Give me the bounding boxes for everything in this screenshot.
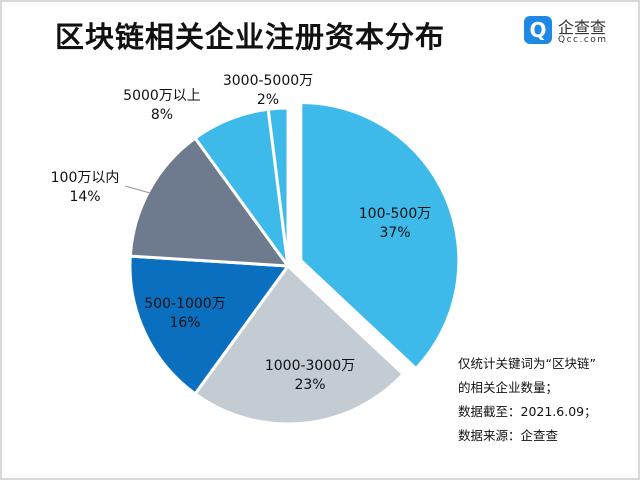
logo-domain: Qcc.com [558,35,608,45]
notes: 仅统计关键词为“区块链” 的相关企业数量； 数据截至：2021.6.09； 数据… [458,352,597,448]
leader-line [124,185,151,194]
chart-title: 区块链相关企业注册资本分布 [54,20,445,54]
slice-category-label: 5000万以上 [123,88,201,104]
pie-slice [266,106,290,267]
pie-slice [193,263,406,426]
pie-slice [128,136,292,268]
slice-category-label: 500-1000万 [144,296,225,312]
slice-percent-label: 16% [169,315,200,331]
note-line: 仅统计关键词为“区块链” [458,356,596,371]
note-line: 数据截至：2021.6.09； [458,404,597,419]
slice-category-label: 100-500万 [359,206,432,222]
slice-percent-label: 23% [294,377,325,393]
slice-category-label: 3000-5000万 [223,73,313,89]
pie-slice [299,100,461,371]
qcc-logo: Q 企查查 Qcc.com [524,14,616,48]
logo-name: 企查查 [558,18,607,37]
qcc-logo-icon: Q [524,16,552,44]
slice-category-label: 1000-3000万 [265,358,355,374]
note-line: 数据来源：企查查 [458,428,559,443]
slice-percent-label: 14% [69,189,100,205]
pie-slice [128,254,291,396]
slice-percent-label: 8% [151,107,173,123]
slice-category-label: 100万以内 [51,170,120,186]
slice-percent-label: 2% [257,92,279,108]
note-line: 的相关企业数量； [458,380,559,395]
slice-percent-label: 37% [379,225,410,241]
